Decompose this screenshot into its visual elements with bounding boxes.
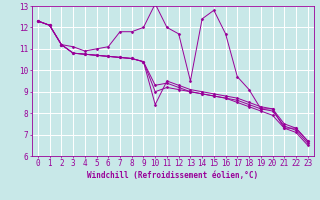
X-axis label: Windchill (Refroidissement éolien,°C): Windchill (Refroidissement éolien,°C) [87, 171, 258, 180]
